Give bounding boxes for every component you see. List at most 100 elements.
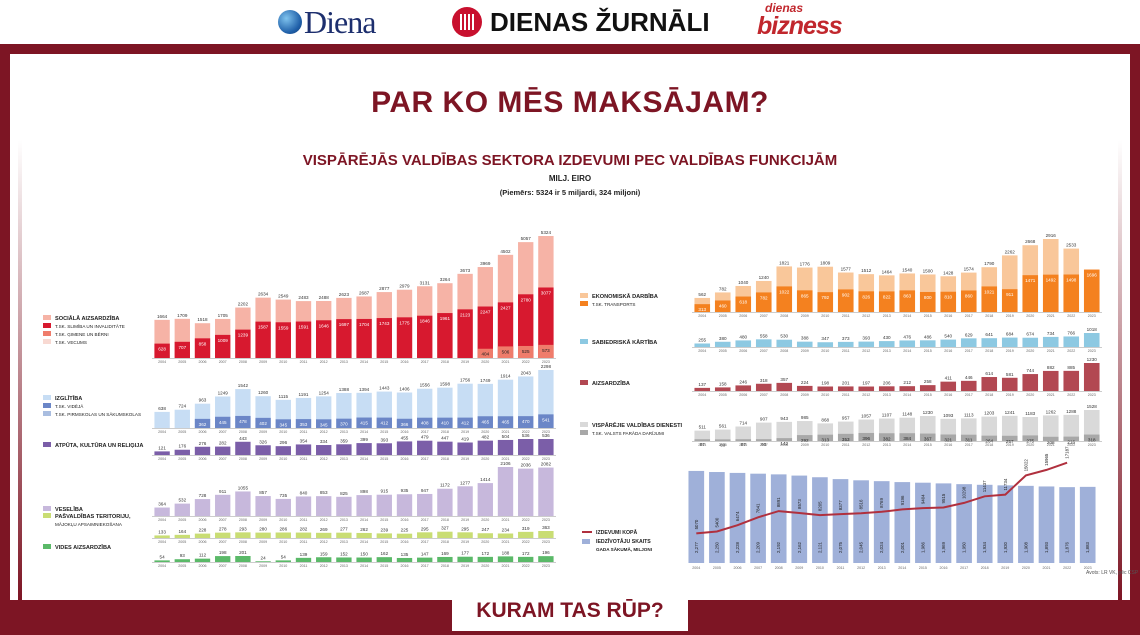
- gov-bar-s0-0: [694, 430, 711, 441]
- education-value-s1-19: 541: [542, 417, 550, 422]
- defence-bar-s0-16: [1022, 374, 1039, 391]
- economy-value-s1-17: 1492: [1046, 278, 1057, 283]
- education-value-s0-6: 1115: [279, 394, 289, 399]
- gov-value-s1-11: 367: [924, 437, 932, 442]
- order-year-label-19: 2023: [1088, 349, 1096, 353]
- gov-bar-s0-15: [1001, 415, 1018, 441]
- social-value-s1-17: 2427: [500, 305, 511, 310]
- gov-year-label-1: 2005: [719, 443, 727, 447]
- order-value-s0-9: 430: [883, 335, 891, 340]
- health-bar-s0-18: [518, 468, 534, 516]
- gov-value-s1-19: 318: [1088, 438, 1096, 443]
- social-bar-s2-19: [538, 344, 554, 358]
- health-value-s0-6: 735: [279, 493, 287, 498]
- social-value-s0-16: 3969: [480, 261, 491, 266]
- order-bar-s0-9: [878, 341, 895, 347]
- defence-bar-s0-14: [981, 377, 998, 391]
- gov-year-label-5: 2009: [801, 443, 809, 447]
- gov-bar-s1-9: [878, 433, 895, 441]
- territory-year-label-0: 2004: [158, 540, 166, 544]
- population-value-13: 1,950: [962, 541, 967, 553]
- economy-value-s0-1: 782: [719, 286, 727, 291]
- population-bar-6: [812, 477, 828, 563]
- population-year-label-11: 2015: [919, 566, 927, 570]
- social-value-s0-12: 2979: [399, 284, 410, 289]
- defence-bar-s0-3: [755, 383, 772, 391]
- culture-year-label-6: 2010: [279, 457, 287, 461]
- economy-value-s1-16: 1471: [1025, 278, 1036, 283]
- education-value-s0-15: 1756: [460, 378, 471, 383]
- culture-value-s0-11: 393: [380, 437, 388, 442]
- population-value-14: 1,934: [982, 541, 987, 553]
- order-year-label-11: 2015: [924, 349, 932, 353]
- environment-bar-s0-4: [235, 556, 251, 562]
- social-bar-s1-3: [215, 334, 231, 358]
- gov-value-s1-17: 208: [1047, 440, 1055, 445]
- defence-value-s0-14: 614: [985, 371, 993, 376]
- order-value-s0-4: 530: [780, 334, 788, 339]
- culture-value-s0-10: 399: [360, 437, 368, 442]
- defence-value-s0-6: 198: [821, 380, 829, 385]
- order-value-s0-8: 393: [862, 336, 870, 341]
- culture-bar-s0-9: [336, 444, 352, 455]
- social-year-label-1: 2005: [178, 360, 186, 364]
- dienas-bizness-logo[interactable]: dienas bizness: [757, 2, 843, 42]
- population-bar-16: [1018, 485, 1034, 563]
- population-bar-14: [976, 484, 993, 563]
- economy-year-label-19: 2023: [1088, 314, 1096, 318]
- gov-year-label-7: 2011: [842, 443, 850, 447]
- health-bar-s0-15: [457, 486, 473, 516]
- spending-value-1: 5400: [714, 517, 719, 527]
- gov-bar-s1-12: [940, 434, 957, 441]
- education-value-s0-9: 1388: [339, 387, 350, 392]
- education-value-s0-2: 963: [199, 398, 207, 403]
- economy-value-s0-10: 1540: [902, 267, 913, 272]
- population-legend-label-1: IEDZĪVOTĀJU SKAITS: [596, 538, 651, 545]
- health-value-s0-16: 1414: [480, 477, 491, 482]
- population-bar-15: [997, 485, 1014, 563]
- spending-value-4: 8891: [776, 497, 781, 507]
- order-bar-s0-10: [899, 340, 916, 347]
- economy-value-s0-16: 2668: [1025, 239, 1036, 244]
- culture-value-s0-0: 121: [158, 445, 166, 450]
- social-value-s0-18: 5057: [521, 236, 532, 241]
- culture-bar-s0-12: [396, 441, 413, 455]
- culture-bar-s0-6: [275, 446, 291, 455]
- economy-bar-s1-8: [858, 291, 875, 312]
- spending-value-17: 15965: [1044, 453, 1049, 466]
- defence-year-label-5: 2009: [801, 393, 809, 397]
- gov-bar-s1-17: [1042, 436, 1059, 441]
- territory-bar-s0-5: [255, 532, 271, 538]
- culture-bar-s0-14: [437, 441, 453, 455]
- order-bar-s0-2: [735, 340, 752, 347]
- order-year-label-4: 2008: [780, 349, 788, 353]
- education-year-label-10: 2014: [360, 430, 368, 434]
- population-bar-7: [832, 479, 849, 563]
- dienas-zurnali-logo[interactable]: DIENAS ŽURNĀLI: [452, 4, 710, 40]
- culture-year-label-10: 2014: [360, 457, 368, 461]
- population-bar-18: [1059, 487, 1075, 563]
- culture-year-label-16: 2020: [481, 457, 489, 461]
- diena-logo[interactable]: Diena: [278, 4, 376, 40]
- population-value-12: 1,969: [941, 541, 946, 553]
- education-value-s1-3: 445: [219, 420, 227, 425]
- gov-bar-s0-1: [714, 429, 731, 441]
- environment-bar-s0-17: [497, 556, 514, 562]
- environment-year-label-12: 2016: [401, 564, 409, 568]
- culture-bar-s0-17: [497, 439, 514, 455]
- gov-year-label-18: 2022: [1067, 443, 1075, 447]
- culture-value-s0-19: 536: [542, 433, 550, 438]
- order-bar-s0-13: [960, 338, 977, 347]
- territory-bar-s0-16: [477, 533, 493, 538]
- defence-bar-s0-18: [1063, 370, 1080, 391]
- defence-bar-s0-2: [735, 385, 752, 391]
- economy-year-label-18: 2022: [1067, 314, 1075, 318]
- health-year-label-2: 2006: [199, 518, 207, 522]
- culture-value-s0-16: 482: [481, 435, 489, 440]
- population-value-3: 2,209: [756, 541, 761, 553]
- health-value-s0-12: 935: [401, 488, 409, 493]
- social-value-s1-9: 1697: [339, 322, 350, 327]
- order-year-label-1: 2005: [719, 349, 727, 353]
- defence-year-label-12: 2016: [944, 393, 952, 397]
- population-legend-label-2: GADA SĀKUMĀ, MILJONI: [596, 546, 652, 552]
